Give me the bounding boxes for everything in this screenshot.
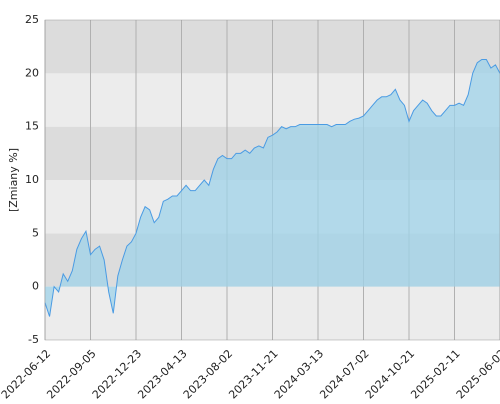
y-tick-label: 15 bbox=[25, 120, 39, 133]
y-tick-label: 20 bbox=[25, 66, 39, 79]
y-tick-label: 25 bbox=[25, 13, 39, 26]
area bbox=[45, 59, 500, 317]
y-tick-label: 0 bbox=[32, 280, 39, 293]
plot-frame bbox=[44, 19, 500, 341]
y-tick-label: 5 bbox=[32, 226, 39, 239]
y-tick-label: -5 bbox=[28, 333, 39, 346]
y-axis-label: [Zmiany %] bbox=[7, 148, 20, 212]
line bbox=[44, 58, 500, 317]
y-tick-label: 10 bbox=[25, 173, 39, 186]
